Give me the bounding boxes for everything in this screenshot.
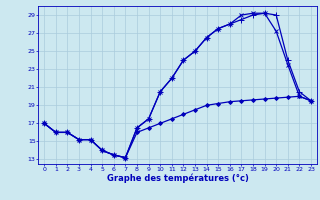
X-axis label: Graphe des températures (°c): Graphe des températures (°c)	[107, 173, 249, 183]
